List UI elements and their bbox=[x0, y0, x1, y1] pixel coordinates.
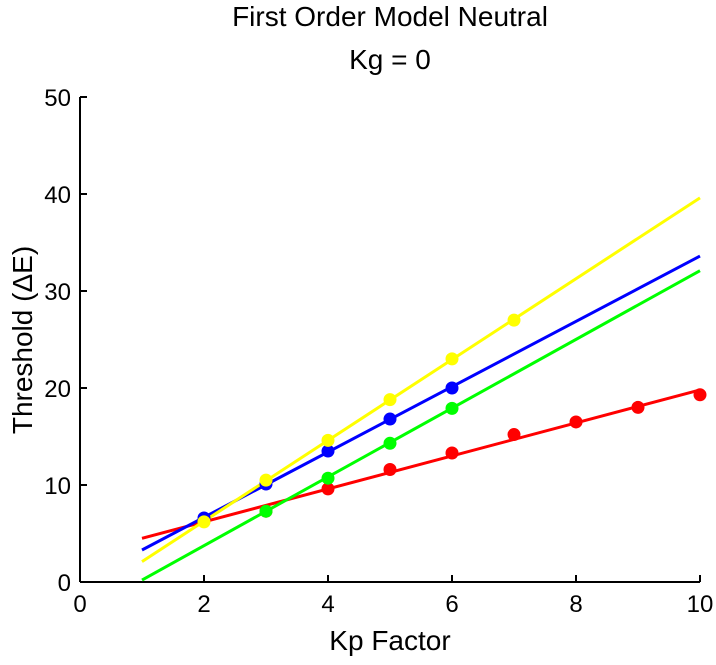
y-axis-label: Threshold (ΔE) bbox=[7, 246, 38, 434]
data-point bbox=[321, 433, 335, 447]
chart-title: First Order Model Neutral bbox=[232, 1, 548, 32]
y-tick-label: 50 bbox=[44, 85, 71, 112]
data-points bbox=[197, 313, 707, 529]
x-tick-label: 6 bbox=[445, 591, 458, 618]
x-tick-label: 2 bbox=[197, 591, 210, 618]
data-point bbox=[631, 400, 645, 414]
y-tick-label: 0 bbox=[58, 570, 71, 597]
data-point bbox=[445, 381, 459, 395]
fit-line bbox=[141, 269, 701, 582]
x-tick-label: 4 bbox=[321, 591, 334, 618]
data-point bbox=[569, 415, 583, 429]
data-point bbox=[383, 462, 397, 476]
axes: 0 2 4 6 8 10 0 10 20 30 40 50 bbox=[44, 85, 713, 618]
data-point bbox=[445, 446, 459, 460]
y-tick-label: 40 bbox=[44, 182, 71, 209]
data-point bbox=[383, 393, 397, 407]
x-tick-label: 0 bbox=[73, 591, 86, 618]
data-point bbox=[693, 388, 707, 402]
data-point bbox=[383, 412, 397, 426]
data-point bbox=[259, 473, 273, 487]
data-point bbox=[507, 428, 521, 442]
x-axis-label: Kp Factor bbox=[329, 625, 450, 656]
data-point bbox=[259, 504, 273, 518]
data-point bbox=[445, 352, 459, 366]
data-point bbox=[321, 444, 335, 458]
data-point bbox=[383, 436, 397, 450]
y-tick-label: 20 bbox=[44, 376, 71, 403]
data-point bbox=[445, 401, 459, 415]
y-tick-label: 30 bbox=[44, 279, 71, 306]
data-point bbox=[507, 313, 521, 327]
chart-subtitle: Kg = 0 bbox=[349, 44, 431, 75]
x-tick-label: 8 bbox=[569, 591, 582, 618]
data-point bbox=[321, 471, 335, 485]
fit-line bbox=[141, 388, 701, 540]
data-point bbox=[321, 482, 335, 496]
x-tick-label: 10 bbox=[687, 591, 714, 618]
y-tick-label: 10 bbox=[44, 473, 71, 500]
data-point bbox=[197, 515, 211, 529]
fit-lines bbox=[141, 196, 701, 582]
fit-line bbox=[141, 196, 701, 563]
